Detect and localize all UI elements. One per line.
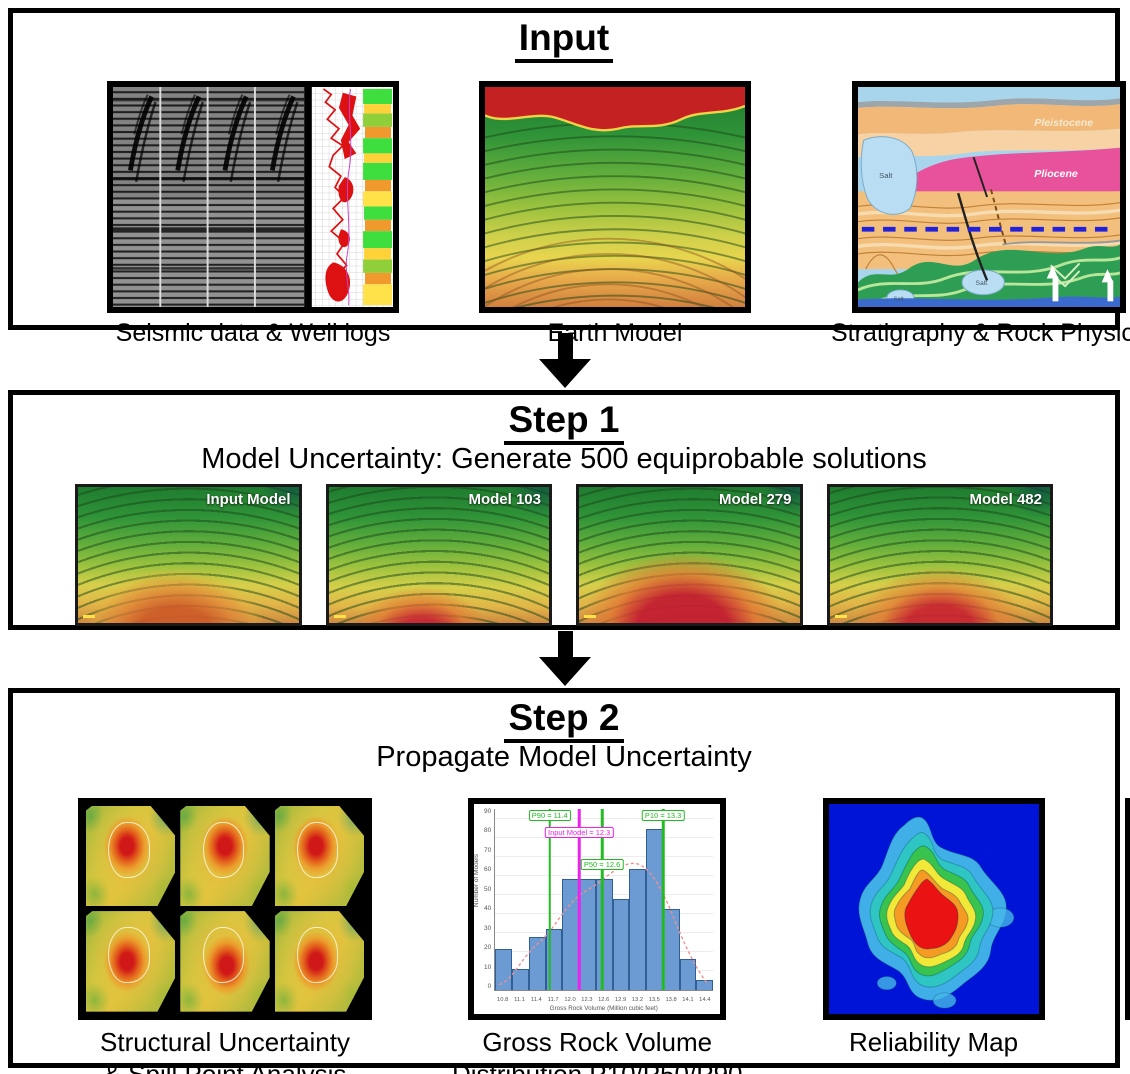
grv-plot: P90 = 11.4 Input Model = 12.3 P50 = 12.6 P1… xyxy=(494,808,714,991)
input-panel-title: Input xyxy=(13,17,1115,63)
pleistocene-label: Pleistocene xyxy=(1034,117,1093,129)
well-log-red-curve xyxy=(322,87,361,302)
input-panel: Input xyxy=(8,8,1130,347)
depth-map-tile xyxy=(274,911,364,1012)
histogram-bar xyxy=(528,937,546,990)
caption-line: Reliability Map xyxy=(848,1026,1019,1057)
depth-map-tile xyxy=(180,911,270,1012)
marker-label-p10: P10 = 13.3 xyxy=(641,809,685,822)
grv-histogram-image: Number of Models 90 80 70 60 50 40 30 20 10 0 P90… xyxy=(468,797,727,1020)
histogram-bar xyxy=(595,878,613,990)
seismic-well-logs-figure: Seismic data & Well logs xyxy=(107,80,399,348)
depth-map-tile xyxy=(86,911,176,1012)
grv-bars xyxy=(495,809,714,990)
caption-line: & Spill Point Analysis xyxy=(100,1058,350,1074)
seismic-well-logs-graphic xyxy=(113,86,393,307)
model-image-input: Input Model xyxy=(75,483,302,626)
pliocene-label: Pliocene xyxy=(1034,168,1078,180)
histogram-bar xyxy=(629,868,647,990)
model-image-482: Model 482 xyxy=(826,483,1053,626)
salt-center-label: Salt xyxy=(975,280,987,287)
stratigraphy-figure: Pleistocene Pliocene Salt Salt Salt Stra… xyxy=(831,80,1130,348)
input-title-text: Input xyxy=(514,17,614,63)
caption-line: Distribution P10/P50/P90 xyxy=(452,1058,743,1074)
fault-line xyxy=(956,192,988,281)
structural-uncertainty-image xyxy=(78,797,372,1020)
reliability-map-graphic xyxy=(828,803,1039,1014)
depth-map-tile xyxy=(86,805,176,907)
marker-line-p10 xyxy=(661,808,665,990)
step1-title-text: Step 1 xyxy=(504,399,624,445)
input-images-row: Seismic data & Well logs xyxy=(13,65,1130,364)
stratigraphy-graphic: Pleistocene Pliocene Salt Salt Salt xyxy=(857,86,1120,307)
earth-model-image xyxy=(479,80,751,313)
earth-model-graphic xyxy=(485,86,745,307)
stratigraphy-caption: Stratigraphy & Rock Physics xyxy=(831,318,1130,347)
arrow-down-icon xyxy=(539,333,591,388)
x-axis-label: Gross Rock Volume (Million cubic feet) xyxy=(549,1004,658,1012)
seismic-well-logs-image xyxy=(107,80,399,313)
model-label: Input Model xyxy=(206,490,291,508)
model-image-279: Model 279 xyxy=(576,483,803,626)
stratigraphy-image: Pleistocene Pliocene Salt Salt Salt xyxy=(851,80,1126,313)
structural-uncertainty-figure: Structural Uncertainty & Spill Point Ana… xyxy=(78,797,372,1074)
depth-map-tile xyxy=(180,805,270,907)
caption-line: Structural Uncertainty xyxy=(100,1026,350,1057)
step2-images-row: Structural Uncertainty & Spill Point Ana… xyxy=(13,782,1130,1074)
y-axis-ticks: 90 80 70 60 50 40 30 20 10 0 xyxy=(484,807,492,991)
seismic-well-logs-caption: Seismic data & Well logs xyxy=(115,318,391,347)
step1-panel: Step 1 Model Uncertainty: Generate 500 e… xyxy=(8,390,1120,630)
histogram-bar xyxy=(512,969,529,990)
x-axis-ticks: 10.8 11.1 11.4 11.7 12.0 12.3 12.6 12.9 13.2 13.5… xyxy=(497,996,711,1003)
reliability-map-figure: Reliability Map xyxy=(822,797,1045,1059)
marker-line-p90 xyxy=(548,808,551,990)
step2-panel-title: Step 2 xyxy=(13,697,1115,743)
pore-pressure-image xyxy=(1124,797,1130,1020)
grv-caption: Gross Rock Volume Distribution P10/P50/P… xyxy=(452,1026,743,1074)
model-label: Model 482 xyxy=(969,490,1042,508)
step1-models-row: Input Model Model 103 Model 279 Model 48… xyxy=(13,483,1115,626)
histogram-bar xyxy=(612,899,630,990)
salt-bottom-label: Salt xyxy=(893,296,903,302)
salt-body-left xyxy=(860,136,917,215)
earth-model-figure: Earth Model xyxy=(479,80,751,348)
step1-panel-title: Step 1 xyxy=(13,399,1115,445)
caption-line: Gross Rock Volume xyxy=(482,1026,713,1057)
reliability-map-image xyxy=(822,797,1045,1020)
grv-histogram-figure: Number of Models 90 80 70 60 50 40 30 20 10 0 P90… xyxy=(452,797,743,1074)
depth-map-tile xyxy=(274,805,364,907)
fluid-migration-arrows xyxy=(1046,264,1113,301)
marker-line-input-model xyxy=(577,808,581,990)
model-label: Model 103 xyxy=(468,490,541,508)
histogram-bar xyxy=(679,959,697,990)
step2-title-text: Step 2 xyxy=(504,697,624,743)
well-log-lithology-strip xyxy=(363,88,393,305)
histogram-bar xyxy=(495,949,513,990)
marker-label-input-model: Input Model = 12.3 xyxy=(545,826,614,839)
step1-subtitle: Model Uncertainty: Generate 500 equiprob… xyxy=(201,442,927,475)
marker-label-p50: P50 = 12.6 xyxy=(580,858,624,871)
grv-histogram: Number of Models 90 80 70 60 50 40 30 20 10 0 P90… xyxy=(474,804,720,1014)
marker-label-p90: P90 = 11.4 xyxy=(528,809,571,822)
step2-subtitle: Propagate Model Uncertainty xyxy=(376,740,752,773)
model-image-103: Model 103 xyxy=(325,483,552,626)
reliability-map-caption: Reliability Map xyxy=(849,1026,1018,1059)
y-axis-label: Number of Models xyxy=(473,853,481,908)
pore-pressure-figure: Pore Pressure Uncertainty xyxy=(1124,797,1130,1074)
structural-uncertainty-caption: Structural Uncertainty & Spill Point Ana… xyxy=(100,1026,350,1074)
arrow-down-icon xyxy=(539,631,591,686)
model-label: Model 279 xyxy=(718,490,792,508)
step2-panel: Step 2 Propagate Model Uncertainty Struc… xyxy=(8,688,1130,1074)
marker-line-p50 xyxy=(600,808,604,990)
pliocene-layer xyxy=(886,147,1120,204)
salt-left-label: Salt xyxy=(879,171,893,180)
